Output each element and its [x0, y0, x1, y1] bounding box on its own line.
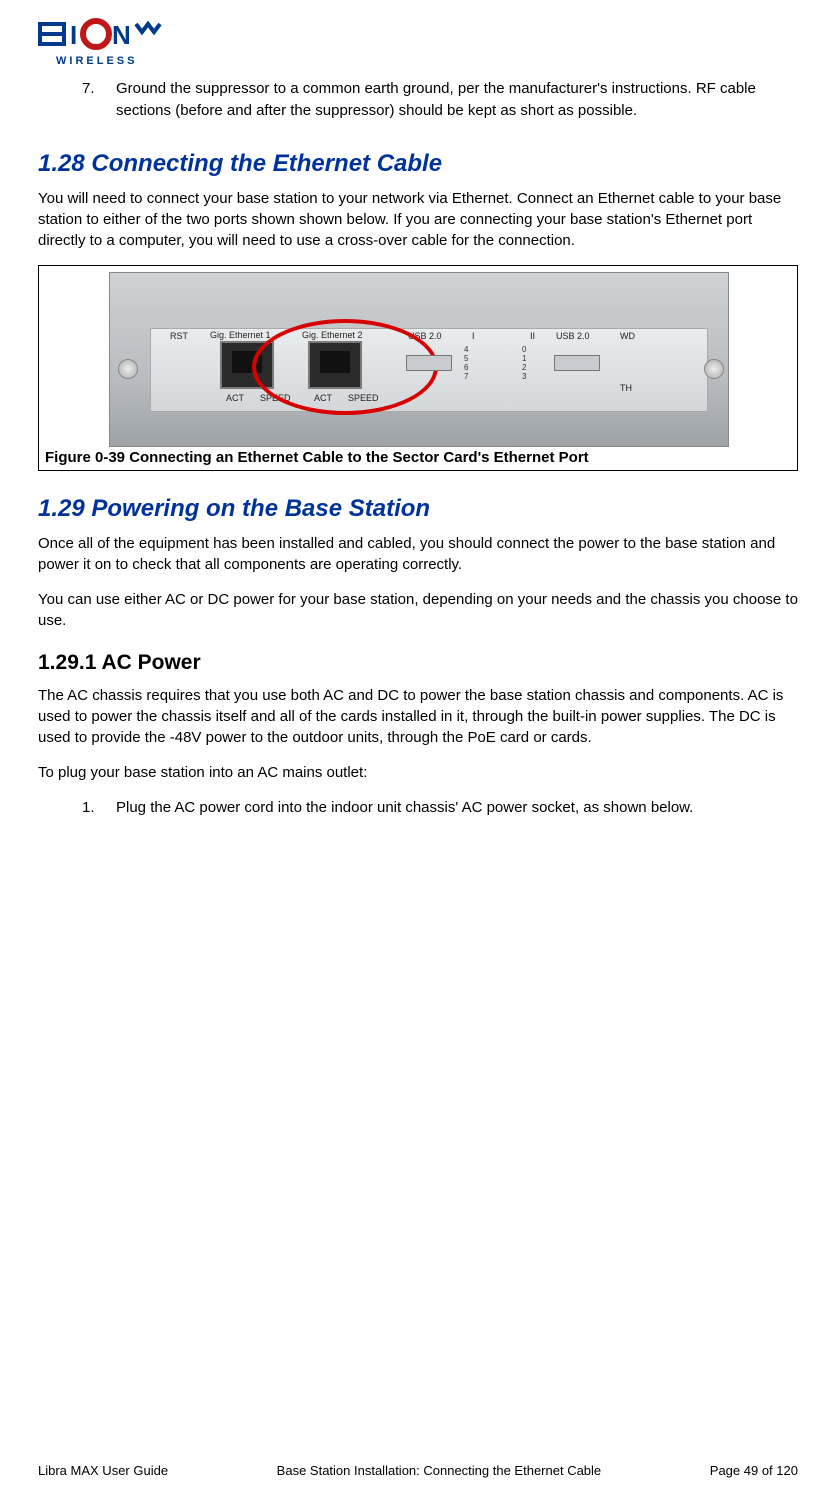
label-usb2: USB 2.0 [556, 331, 590, 341]
label-th: TH [620, 383, 632, 393]
page-footer: Libra MAX User Guide Base Station Instal… [38, 1463, 798, 1478]
section-1-29-p2: You can use either AC or DC power for yo… [38, 589, 798, 631]
list-text: Ground the suppressor to a common earth … [116, 78, 798, 122]
section-1-29-p1: Once all of the equipment has been insta… [38, 533, 798, 575]
figure-0-39: RST Gig. Ethernet 1 Gig. Ethernet 2 USB … [38, 265, 798, 471]
pin-labels-b: 0 1 2 3 [522, 345, 540, 381]
figure-image: RST Gig. Ethernet 1 Gig. Ethernet 2 USB … [39, 266, 797, 447]
label-ii: II [530, 331, 535, 341]
label-i: I [472, 331, 475, 341]
subsection-heading-1-29-1: 1.29.1 AC Power [38, 651, 798, 675]
footer-right: Page 49 of 120 [710, 1463, 798, 1478]
section-1-29-1-p2: To plug your base station into an AC mai… [38, 762, 798, 783]
footer-center: Base Station Installation: Connecting th… [277, 1463, 602, 1478]
section-1-29-1-p1: The AC chassis requires that you use bot… [38, 685, 798, 748]
section-heading-1-29: 1.29 Powering on the Base Station [38, 495, 798, 523]
usb-port-1 [406, 355, 452, 371]
ordered-list-item-1: 1. Plug the AC power cord into the indoo… [82, 797, 798, 819]
list-text: Plug the AC power cord into the indoor u… [116, 797, 798, 819]
label-ge1: Gig. Ethernet 1 [210, 330, 271, 340]
figure-caption: Figure 0-39 Connecting an Ethernet Cable… [39, 447, 797, 470]
svg-text:I: I [70, 20, 77, 50]
brand-logo: I N WIRELESS [38, 18, 798, 70]
usb-port-2 [554, 355, 600, 371]
svg-text:N: N [112, 20, 131, 50]
section-1-28-paragraph: You will need to connect your base stati… [38, 188, 798, 251]
list-number: 1. [82, 797, 116, 819]
ordered-list-item-7: 7. Ground the suppressor to a common ear… [82, 78, 798, 122]
label-rst: RST [170, 331, 188, 341]
footer-left: Libra MAX User Guide [38, 1463, 168, 1478]
pin-labels-a: 4 5 6 7 [464, 345, 482, 381]
list-number: 7. [82, 78, 116, 122]
label-act-1: ACT [226, 393, 244, 403]
svg-text:WIRELESS: WIRELESS [56, 55, 137, 67]
label-wd: WD [620, 331, 635, 341]
section-heading-1-28: 1.28 Connecting the Ethernet Cable [38, 150, 798, 178]
